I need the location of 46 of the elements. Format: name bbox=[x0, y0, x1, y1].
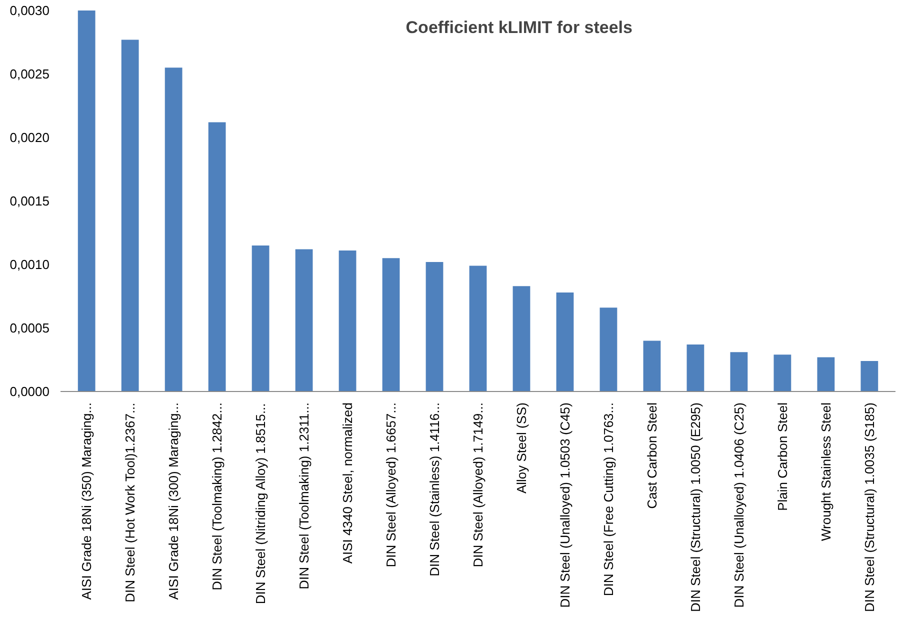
x-tick-label: DIN Steel (Alloyed) 1.6657... bbox=[384, 402, 399, 568]
x-tick-label: AISI 4340 Steel, normalized bbox=[340, 402, 356, 564]
y-tick-label: 0,0005 bbox=[10, 320, 50, 336]
y-tick-label: 0,0030 bbox=[10, 3, 50, 18]
bar bbox=[78, 10, 96, 392]
bar bbox=[730, 352, 748, 392]
text: Coefficient kLIMIT for steels bbox=[406, 18, 632, 38]
x-tick-label: Cast Carbon Steel bbox=[644, 402, 660, 509]
bar bbox=[426, 262, 444, 392]
bar bbox=[860, 361, 878, 392]
x-tick-label: DIN Steel (Unalloyed) 1.0503 (C45) bbox=[557, 402, 572, 608]
bar bbox=[686, 344, 704, 392]
x-tick-label: AISI Grade 18Ni (300) Maraging... bbox=[166, 402, 182, 600]
x-tick-label: DIN Steel (Toolmaking) 1.2842... bbox=[210, 402, 225, 590]
y-tick-label: 0,0010 bbox=[10, 257, 50, 272]
bar bbox=[556, 292, 574, 392]
x-tick-label: DIN Steel (Alloyed) 1.7149... bbox=[470, 402, 486, 568]
bar bbox=[252, 245, 270, 392]
x-tick-label: DIN Steel (Nitriding Alloy) 1.8515... bbox=[253, 403, 268, 604]
x-tick-label: Alloy Steel (SS) bbox=[514, 402, 529, 494]
y-tick-label: 0,0020 bbox=[10, 130, 50, 145]
x-tick-label: AISI Grade 18Ni (350) Maraging... bbox=[79, 402, 94, 600]
y-tick-label: 0,0000 bbox=[10, 384, 50, 399]
bar bbox=[382, 258, 400, 392]
bar bbox=[512, 286, 530, 392]
x-tick-label: Plain Carbon Steel bbox=[774, 402, 790, 511]
bar bbox=[774, 354, 792, 392]
x-tick-label: DIN Steel (Unalloyed) 1.0406 (C25) bbox=[731, 402, 746, 608]
bar bbox=[817, 357, 835, 392]
bar bbox=[208, 122, 226, 392]
bar bbox=[600, 308, 618, 392]
bar bbox=[338, 250, 356, 392]
y-tick-label: 0,0015 bbox=[10, 194, 50, 208]
x-tick-label: DIN Steel (Stainless) 1.4116... bbox=[427, 402, 442, 576]
x-tick-label: DIN Steel (Structural) 1.0035 (S185) bbox=[862, 402, 877, 612]
x-tick-label: DIN Steel (Hot Work Tool)1.2367... bbox=[122, 402, 138, 602]
bar bbox=[121, 40, 139, 392]
bar bbox=[643, 340, 661, 392]
x-tick-label: DIN Steel (Toolmaking) 1.2311... bbox=[296, 402, 312, 590]
x-tick-label: Wrought Stainless Steel bbox=[818, 402, 834, 541]
x-tick-label: DIN Steel (Free Cutting) 1.0763... bbox=[600, 402, 616, 596]
x-tick-label: DIN Steel (Structural) 1.0050 (E295) bbox=[688, 402, 703, 612]
bar bbox=[164, 68, 182, 392]
bar bbox=[295, 249, 313, 392]
bar bbox=[469, 266, 487, 392]
y-tick-label: 0,0025 bbox=[10, 66, 50, 82]
